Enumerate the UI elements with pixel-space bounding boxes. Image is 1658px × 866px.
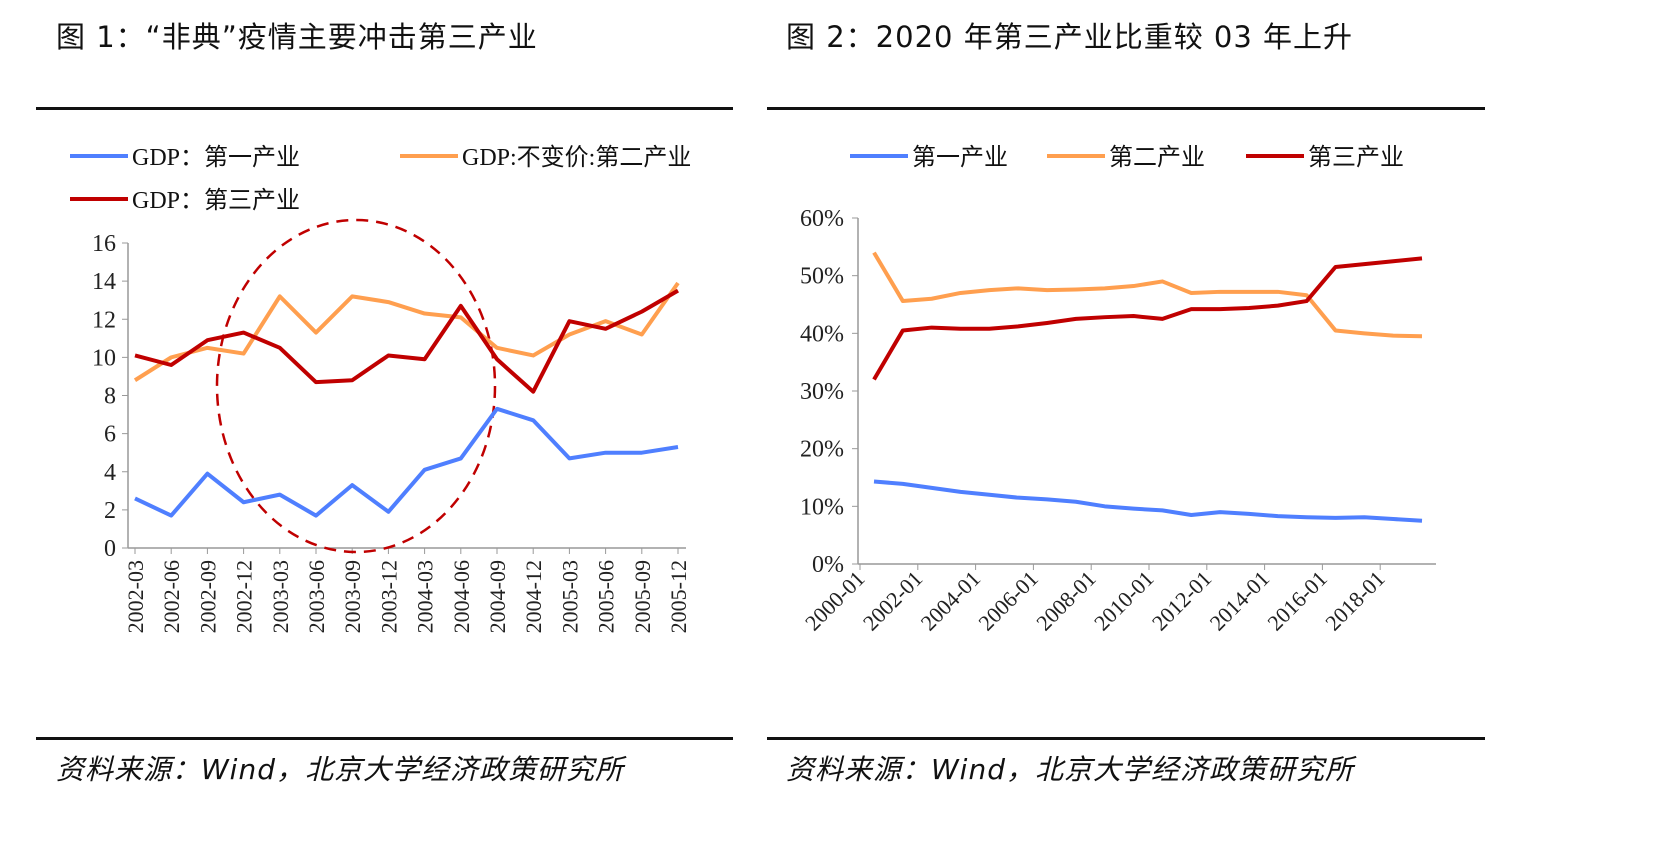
legend-label: 第二产业 <box>1109 144 1205 171</box>
y-tick-label: 4 <box>104 460 116 486</box>
y-tick-label: 0% <box>812 552 844 578</box>
x-tick-label: 2003-06 <box>304 560 329 633</box>
chart2-bottom-rule <box>767 737 1485 740</box>
x-tick-label: 2005-06 <box>594 560 619 633</box>
x-tick-label: 2004-03 <box>413 560 438 633</box>
legend-label: GDP：第三产业 <box>132 187 300 214</box>
series-line <box>872 251 1423 339</box>
x-tick-label: 2004-09 <box>485 560 510 633</box>
y-tick-label: 8 <box>104 384 116 410</box>
y-tick-label: 60% <box>800 206 844 232</box>
y-tick-label: 0 <box>104 536 116 562</box>
legend-label: GDP:不变价:第二产业 <box>462 144 691 171</box>
series-line <box>134 288 680 394</box>
x-tick-label: 2005-09 <box>630 560 655 633</box>
y-tick-label: 10% <box>800 494 844 520</box>
x-tick-label: 2014-01 <box>1205 566 1275 636</box>
y-tick-label: 14 <box>92 269 116 295</box>
x-tick-label: 2002-09 <box>195 560 220 633</box>
y-tick-label: 6 <box>104 422 116 448</box>
x-tick-label: 2004-12 <box>521 560 546 633</box>
x-tick-label: 2002-06 <box>159 560 184 633</box>
series-line <box>134 406 679 518</box>
chart1-top-rule <box>36 107 733 110</box>
x-tick-label: 2012-01 <box>1147 566 1217 636</box>
x-tick-label: 2002-01 <box>858 566 928 636</box>
y-tick-label: 16 <box>92 231 116 257</box>
x-tick-label: 2003-03 <box>268 560 293 633</box>
x-tick-label: 2002-12 <box>232 560 257 633</box>
chart2-source: 资料来源：Wind，北京大学经济政策研究所 <box>786 753 1354 786</box>
chart1-title: 图 1：“非典”疫情主要冲击第三产业 <box>56 20 538 54</box>
chart2-title: 图 2：2020 年第三产业比重较 03 年上升 <box>786 20 1354 54</box>
y-tick-label: 10 <box>92 345 116 371</box>
legend-label: 第三产业 <box>1308 144 1404 171</box>
legend-label: 第一产业 <box>912 144 1008 171</box>
x-tick-label: 2008-01 <box>1031 566 1101 636</box>
series-line <box>873 479 1423 523</box>
y-tick-label: 30% <box>800 379 844 405</box>
chart1-source: 资料来源：Wind，北京大学经济政策研究所 <box>56 753 624 786</box>
y-tick-label: 40% <box>800 321 844 347</box>
x-tick-label: 2018-01 <box>1320 566 1390 636</box>
series-line <box>872 256 1423 381</box>
chart2-top-rule <box>767 107 1485 110</box>
x-tick-label: 2005-12 <box>666 560 691 633</box>
x-tick-label: 2004-06 <box>449 560 474 633</box>
legend-label: GDP：第一产业 <box>132 144 300 171</box>
highlight-ellipse <box>215 218 497 554</box>
y-tick-label: 50% <box>800 264 844 290</box>
x-tick-label: 2004-01 <box>916 566 986 636</box>
y-tick-label: 20% <box>800 437 844 463</box>
x-tick-label: 2002-03 <box>123 560 148 633</box>
x-tick-label: 2003-09 <box>340 560 365 633</box>
y-tick-label: 12 <box>92 307 116 333</box>
x-tick-label: 2005-03 <box>557 560 582 633</box>
chart1-bottom-rule <box>36 737 733 740</box>
x-tick-label: 2016-01 <box>1262 566 1332 636</box>
series-line <box>133 281 680 382</box>
x-tick-label: 2006-01 <box>973 566 1043 636</box>
x-tick-label: 2003-12 <box>376 560 401 633</box>
y-tick-label: 2 <box>104 498 116 524</box>
x-tick-label: 2010-01 <box>1089 566 1159 636</box>
